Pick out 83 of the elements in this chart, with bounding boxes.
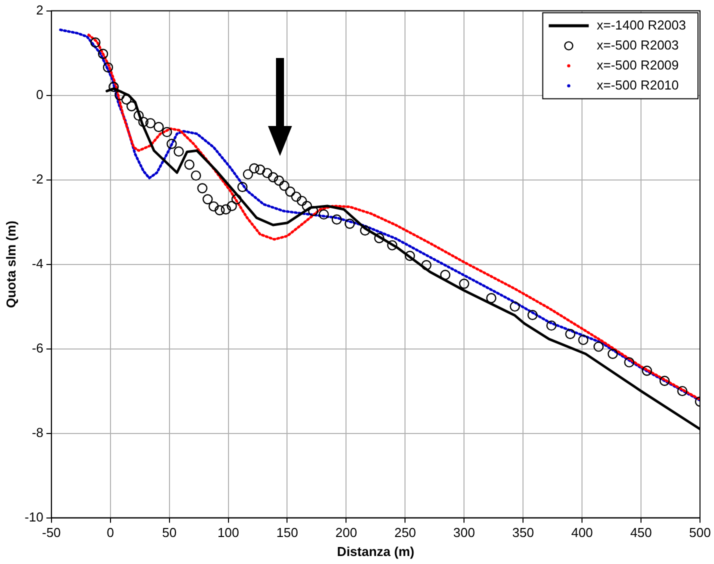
point: [608, 348, 618, 359]
point: [249, 163, 260, 174]
point: [360, 225, 370, 236]
point: [220, 204, 232, 214]
point: [374, 233, 384, 244]
point: [642, 366, 652, 376]
point: [226, 200, 237, 212]
x-tick-label: 300: [453, 525, 475, 540]
point: [237, 182, 248, 192]
point: [624, 357, 634, 368]
point: [565, 328, 576, 340]
y-tick-label: -8: [32, 424, 44, 440]
point: [166, 138, 177, 149]
point: [279, 180, 290, 191]
y-tick-label: -4: [32, 256, 44, 271]
y-tick-label: -10: [24, 509, 44, 524]
point: [291, 192, 302, 202]
point: [404, 250, 415, 261]
point: [593, 342, 604, 352]
point: [318, 209, 329, 220]
point: [546, 320, 557, 331]
point: [302, 200, 312, 212]
point: [387, 240, 398, 250]
legend-label: x=-500 R2010: [596, 77, 679, 92]
point: [677, 386, 688, 396]
point: [108, 82, 119, 92]
point: [344, 218, 355, 229]
point: [134, 110, 144, 121]
point: [268, 172, 278, 182]
point: [174, 146, 184, 157]
point: [102, 62, 114, 73]
legend-label: x=-1400 R2003: [596, 17, 686, 32]
x-tick-label: 100: [217, 525, 240, 540]
x-tick-label: 0: [106, 525, 114, 540]
point: [486, 293, 496, 304]
y-tick-label: 0: [36, 86, 44, 102]
point: [510, 301, 520, 312]
point: [242, 169, 254, 180]
y-tick-label: -6: [32, 340, 44, 356]
point: [274, 176, 284, 186]
x-tick-label: 450: [630, 525, 652, 540]
point: [145, 118, 156, 128]
point: [578, 334, 588, 346]
point: [138, 116, 148, 128]
point: [114, 90, 125, 100]
point: [660, 376, 670, 386]
point: [285, 186, 296, 197]
point: [421, 260, 432, 270]
x-tick-label: 50: [162, 525, 177, 540]
point: [162, 126, 172, 138]
y-axis-title: Quota slm (m): [3, 220, 18, 308]
x-tick-label: 400: [571, 525, 593, 540]
point: [262, 168, 272, 178]
point: [440, 270, 450, 280]
point: [90, 37, 100, 48]
point: [184, 159, 194, 170]
point: [231, 194, 242, 204]
legend-label: x=-500 R2003: [596, 37, 679, 52]
x-tick-label: -50: [42, 525, 61, 540]
y-tick-label: 2: [36, 2, 44, 18]
point: [98, 48, 108, 59]
point: [197, 183, 208, 194]
point: [308, 206, 318, 216]
point: [296, 196, 307, 206]
x-tick-label: 250: [394, 525, 416, 540]
point: [126, 101, 137, 112]
x-axis-title: Distanza (m): [337, 544, 414, 559]
point: [214, 205, 225, 216]
point: [190, 170, 202, 181]
point: [208, 201, 219, 212]
y-tick-label: -2: [32, 171, 44, 186]
point: [527, 310, 538, 320]
point: [459, 278, 470, 289]
x-tick-label: 350: [512, 525, 534, 540]
x-tick-label: 500: [689, 525, 711, 540]
point: [332, 214, 342, 225]
legend-label: x=-500 R2009: [596, 57, 679, 72]
point: [255, 164, 266, 175]
point: [202, 194, 213, 204]
x-tick-label: 200: [335, 525, 358, 540]
x-tick-label: 150: [276, 525, 298, 540]
point: [121, 94, 132, 105]
point: [154, 122, 164, 132]
